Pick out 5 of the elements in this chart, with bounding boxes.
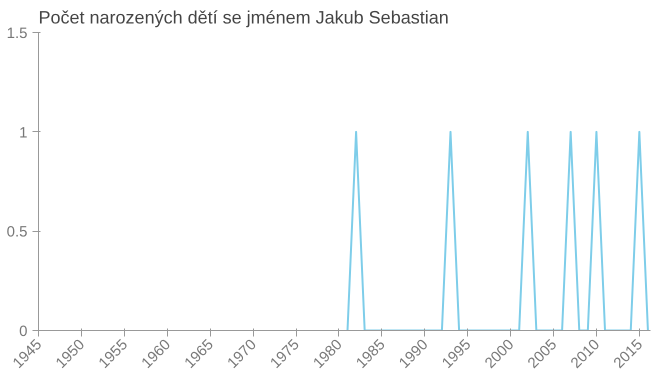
y-tick-label: 0.5 <box>6 224 28 241</box>
y-tick-label: 1.5 <box>6 25 28 42</box>
y-tick-label: 0 <box>19 323 28 340</box>
y-tick-label: 1 <box>19 124 28 142</box>
chart-title: Počet narozených dětí se jménem Jakub Sebastian <box>38 8 449 28</box>
